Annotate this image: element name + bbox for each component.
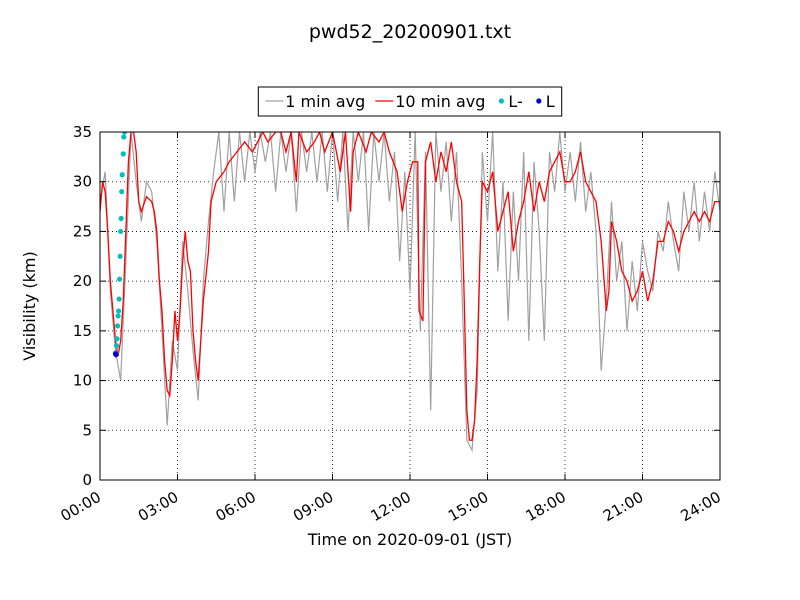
line-series — [100, 132, 720, 453]
legend-label: L- — [508, 92, 522, 111]
x-axis-label: Time on 2020-09-01 (JST) — [307, 530, 512, 549]
chart-title: pwd52_20200901.txt — [309, 21, 511, 43]
y-tick-label: 10 — [73, 372, 92, 390]
scatter-point — [119, 189, 125, 195]
y-tick-label: 30 — [73, 173, 92, 191]
scatter-point — [115, 313, 121, 319]
legend-marker — [498, 98, 504, 104]
scatter-point — [118, 228, 124, 235]
scatter-point — [121, 132, 128, 135]
y-tick-label: 35 — [73, 123, 92, 141]
y-tick-label: 5 — [82, 421, 92, 439]
legend-label: L — [546, 92, 555, 111]
scatter-point — [119, 172, 125, 178]
y-tick-label: 20 — [73, 272, 92, 290]
plot-area — [100, 132, 720, 453]
legend-label: 10 min avg — [395, 92, 485, 111]
legend: 1 min avg 10 min avg L- L — [257, 86, 563, 117]
legend-label: 1 min avg — [285, 92, 365, 111]
legend-box — [257, 86, 563, 117]
line-series — [100, 132, 720, 441]
y-tick-label: 25 — [73, 222, 92, 240]
scatter-point — [114, 336, 120, 342]
scatter-point — [120, 151, 126, 157]
scatter-point — [117, 276, 123, 282]
scatter-point — [121, 134, 127, 140]
scatter-point — [116, 296, 122, 302]
y-tick-label: 15 — [73, 322, 92, 340]
scatter-point — [114, 323, 121, 329]
scatter-point — [113, 352, 119, 358]
scatter-point — [116, 308, 122, 314]
scatter-point — [118, 215, 124, 222]
y-axis-label: Visibility (km) — [20, 251, 39, 360]
scatter-point — [113, 343, 120, 349]
y-tick-label: 0 — [82, 471, 92, 489]
legend-marker — [536, 98, 542, 104]
scatter-point — [117, 253, 123, 259]
